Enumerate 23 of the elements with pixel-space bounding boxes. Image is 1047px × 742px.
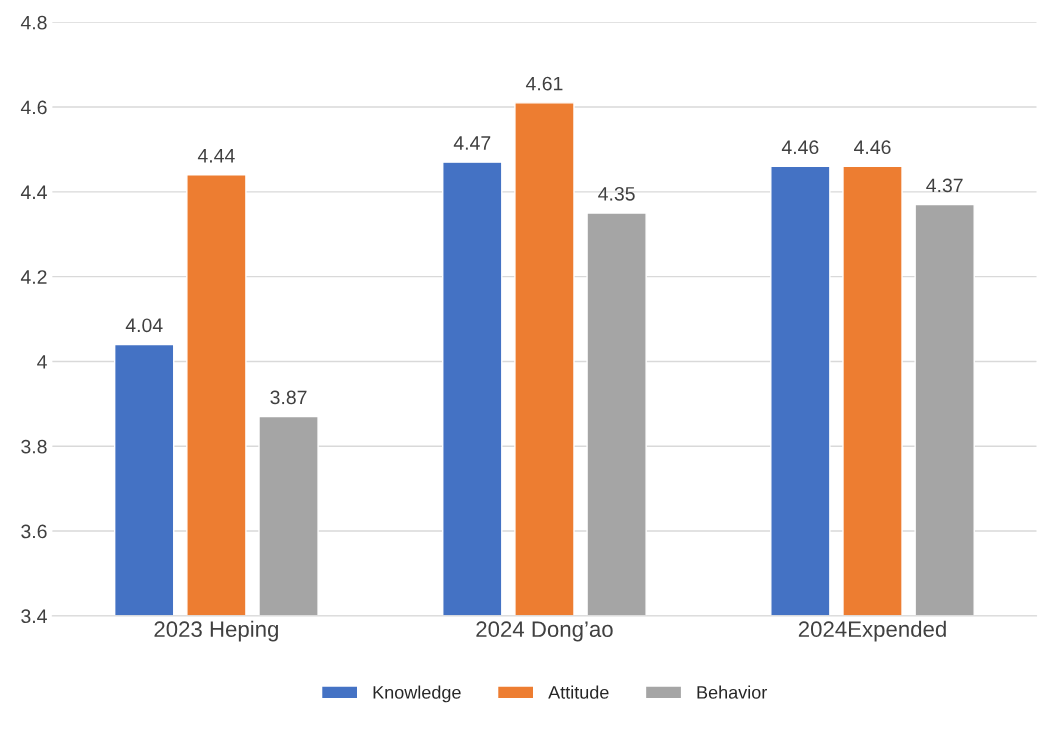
y-tick-label: 4.8 — [20, 15, 47, 30]
data-label: 4.47 — [453, 136, 491, 150]
y-tick-label: 3.8 — [21, 439, 47, 454]
y-tick-label: 3.6 — [21, 524, 47, 539]
legend-label: Behavior — [697, 685, 767, 699]
y-tick-label: 4.2 — [20, 270, 47, 284]
y-tick-label: 3.4 — [21, 609, 47, 624]
data-label: 4.37 — [926, 178, 963, 193]
y-tick-label: 4.4 — [20, 185, 47, 199]
x-tick-label: 2023 Heping — [154, 620, 278, 642]
x-tick-label: 2024Expended — [798, 620, 946, 642]
data-label: 4.44 — [197, 149, 235, 163]
legend-label: Attitude — [548, 685, 609, 699]
data-label: 4.61 — [525, 76, 563, 91]
x-tick-label: 2024 Dong’ao — [476, 621, 613, 642]
y-tick-label: 4 — [37, 355, 47, 369]
data-label: 4.46 — [781, 140, 819, 155]
y-tick-label: 4.6 — [20, 100, 47, 115]
data-label: 4.04 — [125, 318, 163, 333]
legend-label: Knowledge — [373, 685, 461, 703]
data-label: 4.46 — [854, 140, 891, 155]
data-label: 3.87 — [270, 390, 307, 405]
data-label: 4.35 — [598, 186, 635, 201]
